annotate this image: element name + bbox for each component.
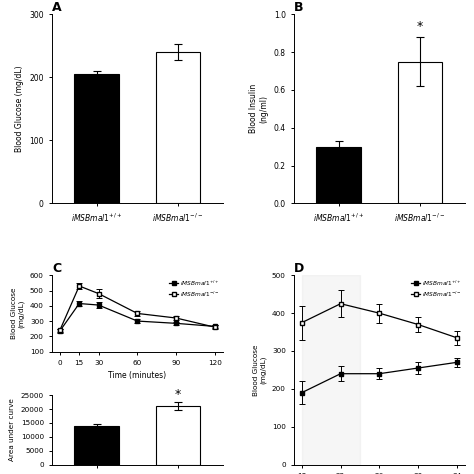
Bar (317, 146, 361, 203)
Text: *: * (175, 388, 181, 401)
Legend: $iMS\mathit{Bmal1}^{+/+}$, $iMS\mathit{Bmal1}^{-/-}$: $iMS\mathit{Bmal1}^{+/+}$, $iMS\mathit{B… (411, 278, 462, 299)
Bar (74, 74, 119, 203)
X-axis label: Time (minutes): Time (minutes) (108, 372, 166, 381)
Bar (155, 52, 200, 203)
Legend: $iMS\mathit{Bmal1}^{+/+}$, $iMS\mathit{Bmal1}^{-/-}$: $iMS\mathit{Bmal1}^{+/+}$, $iMS\mathit{B… (169, 278, 219, 299)
Bar (74, 426, 119, 465)
Text: B: B (294, 1, 304, 14)
Bar (302, 275, 360, 465)
Y-axis label: Blood Glucose (mg/dL): Blood Glucose (mg/dL) (15, 65, 24, 152)
Y-axis label: Blood Glucose
(mg/dL): Blood Glucose (mg/dL) (253, 344, 266, 396)
Y-axis label: Blood Glucose
(mg/dL): Blood Glucose (mg/dL) (11, 288, 24, 339)
Text: D: D (294, 262, 304, 275)
Bar (155, 406, 200, 465)
Text: *: * (417, 20, 423, 33)
Text: A: A (52, 1, 62, 14)
Bar (398, 62, 442, 203)
Y-axis label: Area under curve: Area under curve (9, 399, 15, 461)
Y-axis label: Blood Insulin
(ng/ml): Blood Insulin (ng/ml) (249, 84, 268, 134)
Text: C: C (52, 262, 61, 275)
